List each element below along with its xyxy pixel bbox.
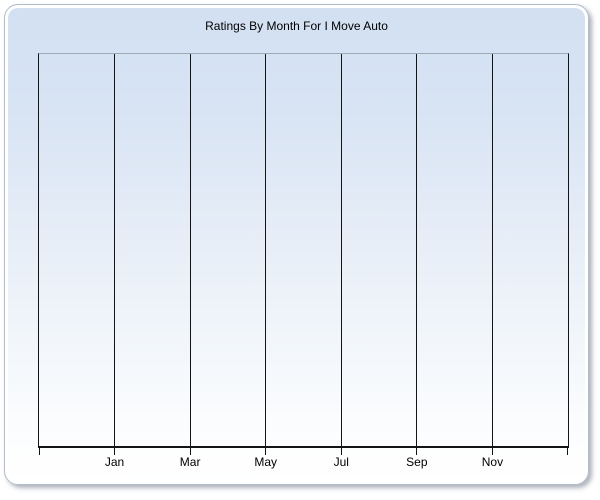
gridline (265, 54, 267, 446)
chart-title: Ratings By Month For I Move Auto (205, 19, 388, 33)
x-tick-label-jul: Jul (333, 455, 349, 469)
gridline (416, 54, 418, 446)
x-tick-label-mar: Mar (179, 455, 201, 469)
x-axis-tick (189, 448, 191, 455)
x-tick-label-sep: Sep (406, 455, 428, 469)
gridline (340, 54, 342, 446)
x-axis-tick (340, 448, 342, 455)
x-axis-tick (265, 448, 267, 455)
x-axis-tick (491, 448, 493, 455)
x-tick-label-may: May (254, 455, 278, 469)
x-axis-tick (567, 448, 568, 455)
gridline (491, 54, 493, 446)
x-tick-label-nov: Nov (481, 455, 504, 469)
chart-panel: Ratings By Month For I Move Auto Jan Mar M… (4, 4, 589, 485)
x-tick-label-jan: Jan (104, 455, 125, 469)
gridline (114, 54, 116, 446)
gridline (189, 54, 191, 446)
x-axis-tick (416, 448, 418, 455)
x-axis-tick (114, 448, 116, 455)
x-axis-tick (39, 448, 40, 455)
plot-area: Jan Mar May Jul Sep Nov (38, 53, 569, 469)
